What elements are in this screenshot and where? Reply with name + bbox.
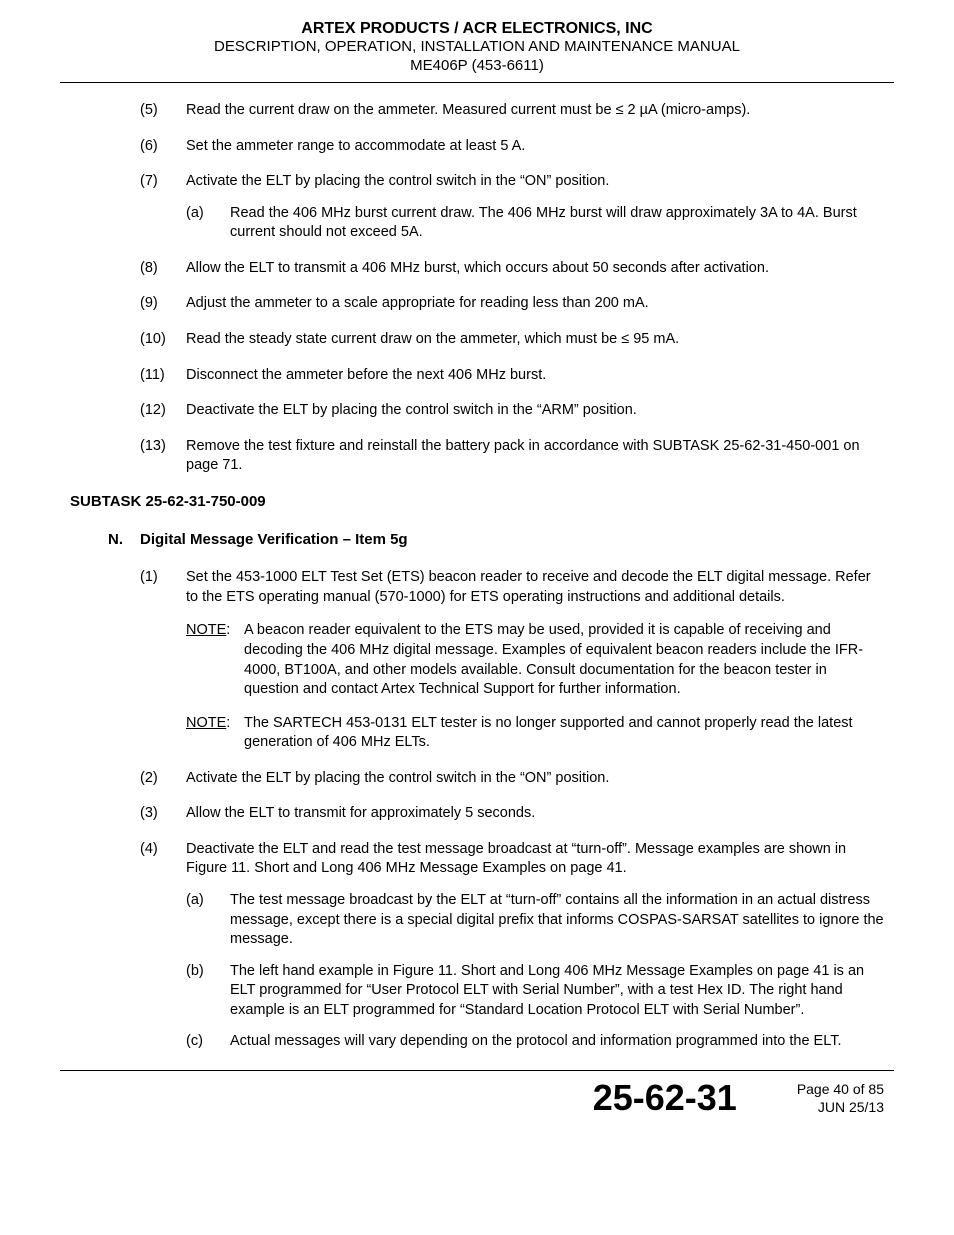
list-item: (2) Activate the ELT by placing the cont… (140, 769, 884, 789)
item-text: Set the 453-1000 ELT Test Set (ETS) beac… (186, 568, 884, 607)
bottom-item-list: (1) Set the 453-1000 ELT Test Set (ETS) … (70, 568, 884, 1052)
section-letter: N. (108, 530, 140, 550)
footer-meta: Page 40 of 85 JUN 25/13 (797, 1080, 884, 1116)
note-row: NOTE: The SARTECH 453-0131 ELT tester is… (186, 714, 884, 753)
list-item: (8) Allow the ELT to transmit a 406 MHz … (140, 259, 884, 279)
item-text: Remove the test fixture and reinstall th… (186, 437, 884, 476)
item-number: (1) (140, 568, 186, 753)
section-title: Digital Message Verification – Item 5g (140, 530, 408, 550)
page-footer: 25-62-31 Page 40 of 85 JUN 25/13 (60, 1071, 894, 1139)
note-text: A beacon reader equivalent to the ETS ma… (244, 621, 884, 699)
item-text: Deactivate the ELT and read the test mes… (186, 840, 884, 879)
sub-item-number: (b) (186, 962, 230, 1021)
sub-item: (c) Actual messages will vary depending … (186, 1032, 884, 1052)
item-body: Set the 453-1000 ELT Test Set (ETS) beac… (186, 568, 884, 753)
note-label: NOTE: (186, 621, 244, 699)
page-header: ARTEX PRODUCTS / ACR ELECTRONICS, INC DE… (60, 20, 894, 74)
list-item: (12) Deactivate the ELT by placing the c… (140, 401, 884, 421)
item-number: (13) (140, 437, 186, 476)
sub-item: (a) Read the 406 MHz burst current draw.… (186, 204, 884, 243)
sub-item-text: Actual messages will vary depending on t… (230, 1032, 884, 1052)
item-body: Deactivate the ELT and read the test mes… (186, 840, 884, 1052)
item-number: (9) (140, 294, 186, 314)
item-body: Activate the ELT by placing the control … (186, 172, 884, 243)
footer-page-number: Page 40 of 85 (797, 1080, 884, 1098)
list-item: (7) Activate the ELT by placing the cont… (140, 172, 884, 243)
item-number: (6) (140, 137, 186, 157)
document-page: ARTEX PRODUCTS / ACR ELECTRONICS, INC DE… (0, 0, 954, 1235)
item-text: Allow the ELT to transmit a 406 MHz burs… (186, 259, 884, 279)
item-text: Activate the ELT by placing the control … (186, 769, 884, 789)
subtask-heading: SUBTASK 25-62-31-750-009 (70, 492, 884, 512)
header-model: ME406P (453-6611) (60, 57, 894, 74)
item-text: Read the steady state current draw on th… (186, 330, 884, 350)
item-text: Deactivate the ELT by placing the contro… (186, 401, 884, 421)
item-number: (2) (140, 769, 186, 789)
item-number: (8) (140, 259, 186, 279)
list-item: (10) Read the steady state current draw … (140, 330, 884, 350)
item-number: (3) (140, 804, 186, 824)
note-row: NOTE: A beacon reader equivalent to the … (186, 621, 884, 699)
content-body: (5) Read the current draw on the ammeter… (60, 101, 894, 1052)
item-text: Allow the ELT to transmit for approximat… (186, 804, 884, 824)
header-rule (60, 82, 894, 83)
list-item: (11) Disconnect the ammeter before the n… (140, 366, 884, 386)
sub-item-text: The test message broadcast by the ELT at… (230, 891, 884, 950)
item-text: Activate the ELT by placing the control … (186, 172, 884, 192)
sub-item-text: The left hand example in Figure 11. Shor… (230, 962, 884, 1021)
footer-date: JUN 25/13 (797, 1098, 884, 1116)
item-number: (7) (140, 172, 186, 243)
list-item: (4) Deactivate the ELT and read the test… (140, 840, 884, 1052)
list-item: (1) Set the 453-1000 ELT Test Set (ETS) … (140, 568, 884, 753)
footer-section-code: 25-62-31 (593, 1077, 737, 1119)
item-text: Disconnect the ammeter before the next 4… (186, 366, 884, 386)
item-number: (4) (140, 840, 186, 1052)
list-item: (13) Remove the test fixture and reinsta… (140, 437, 884, 476)
item-text: Adjust the ammeter to a scale appropriat… (186, 294, 884, 314)
list-item: (9) Adjust the ammeter to a scale approp… (140, 294, 884, 314)
sub-item-number: (a) (186, 891, 230, 950)
note-text: The SARTECH 453-0131 ELT tester is no lo… (244, 714, 884, 753)
section-heading: N. Digital Message Verification – Item 5… (70, 530, 884, 550)
sub-item-text: Read the 406 MHz burst current draw. The… (230, 204, 884, 243)
sub-item-number: (a) (186, 204, 230, 243)
item-text: Read the current draw on the ammeter. Me… (186, 101, 884, 121)
item-number: (11) (140, 366, 186, 386)
list-item: (3) Allow the ELT to transmit for approx… (140, 804, 884, 824)
item-number: (5) (140, 101, 186, 121)
list-item: (6) Set the ammeter range to accommodate… (140, 137, 884, 157)
item-number: (12) (140, 401, 186, 421)
sub-item: (a) The test message broadcast by the EL… (186, 891, 884, 950)
top-item-list: (5) Read the current draw on the ammeter… (70, 101, 884, 476)
header-company: ARTEX PRODUCTS / ACR ELECTRONICS, INC (60, 20, 894, 38)
header-manual-type: DESCRIPTION, OPERATION, INSTALLATION AND… (60, 38, 894, 55)
item-number: (10) (140, 330, 186, 350)
list-item: (5) Read the current draw on the ammeter… (140, 101, 884, 121)
sub-item: (b) The left hand example in Figure 11. … (186, 962, 884, 1021)
item-text: Set the ammeter range to accommodate at … (186, 137, 884, 157)
sub-item-number: (c) (186, 1032, 230, 1052)
note-label: NOTE: (186, 714, 244, 753)
